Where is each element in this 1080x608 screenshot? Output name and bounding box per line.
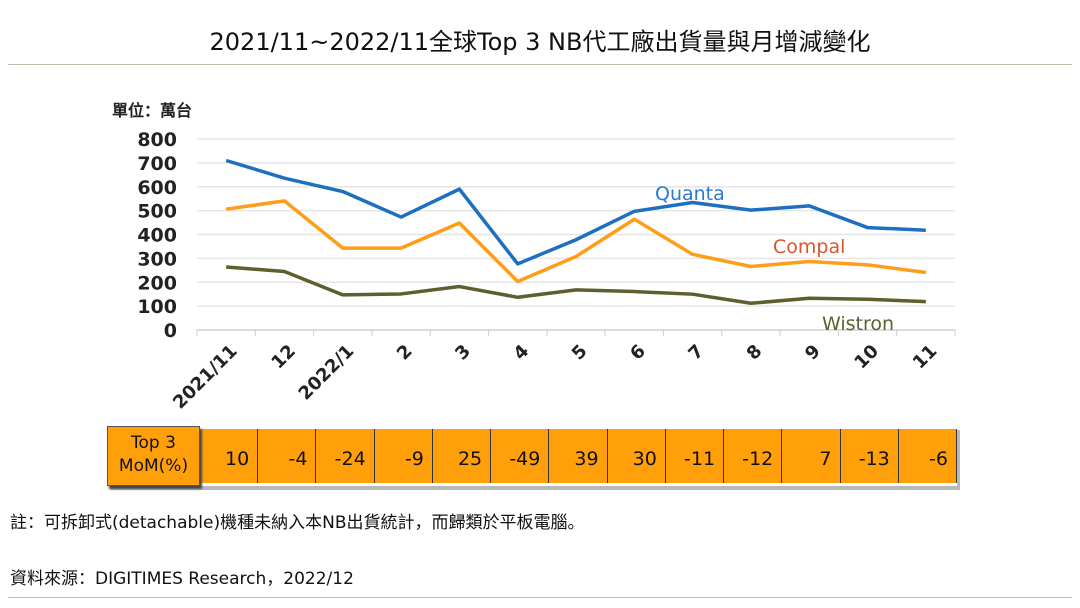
- y-tick-label: 200: [137, 272, 177, 294]
- y-tick-label: 800: [137, 129, 177, 151]
- y-tick-label: 600: [137, 177, 177, 199]
- mom-cell: -6: [898, 429, 957, 483]
- chart-title: 2021/11~2022/11全球Top 3 NB代工廠出貨量與月增減變化: [209, 28, 871, 56]
- series-label-wistron: Wistron: [822, 313, 894, 335]
- y-tick-label: 0: [164, 320, 177, 342]
- y-tick-label: 300: [137, 248, 177, 270]
- x-tick-label: 4: [510, 341, 534, 365]
- x-tick-label: 12: [267, 341, 300, 374]
- mom-cell: -49: [491, 429, 550, 483]
- x-tick-label: 5: [568, 341, 592, 365]
- x-tick-label: 8: [743, 341, 767, 365]
- mom-cell: 39: [549, 429, 608, 483]
- footnote: 註：可拆卸式(detachable)機種未納入本NB出貨統計，而歸類於平板電腦。: [10, 513, 585, 533]
- mom-header-line2: MoM(%): [118, 456, 189, 476]
- x-tick-label: 9: [801, 341, 825, 365]
- x-tick-label: 10: [851, 341, 884, 374]
- y-tick-label: 700: [137, 153, 177, 175]
- mom-table: Top 3 MoM(%) 10 -4 -24 -9 25 -49 39 30 -11 -12 7 -13…: [107, 426, 957, 486]
- series-label-compal: Compal: [773, 236, 845, 258]
- x-tick-label: 7: [684, 341, 708, 365]
- mom-header: Top 3 MoM(%): [107, 426, 200, 486]
- x-tick-label: 2021/11: [169, 341, 242, 414]
- y-tick-label: 100: [137, 296, 177, 318]
- mom-header-line1: Top 3: [131, 433, 176, 453]
- x-tick-label: 6: [626, 341, 650, 365]
- mom-cell: 30: [607, 429, 666, 483]
- x-tick-label: 11: [909, 341, 942, 374]
- y-tick-label: 400: [137, 225, 177, 247]
- x-tick-label: 2022/1: [295, 341, 359, 405]
- unit-label: 單位：萬台: [112, 101, 192, 120]
- mom-cell: -24: [316, 429, 375, 483]
- mom-cell: -11: [665, 429, 725, 483]
- mom-cell: 7: [782, 429, 841, 483]
- x-tick-label: 2: [393, 341, 417, 365]
- series-label-quanta: Quanta: [655, 183, 725, 205]
- mom-cell: -4: [258, 429, 317, 483]
- mom-cell: -9: [374, 429, 433, 483]
- series-line-wistron: [226, 265, 926, 306]
- mom-cell: 10: [200, 429, 259, 483]
- mom-cell: -12: [724, 429, 783, 483]
- y-tick-label: 500: [137, 201, 177, 223]
- mom-cell: -13: [840, 429, 899, 483]
- source: 資料來源：DIGITIMES Research，2022/12: [10, 569, 354, 589]
- x-tick-label: 3: [451, 341, 475, 365]
- divider: [8, 64, 1072, 65]
- divider-bottom: [8, 597, 1072, 598]
- mom-cell: 25: [432, 429, 492, 483]
